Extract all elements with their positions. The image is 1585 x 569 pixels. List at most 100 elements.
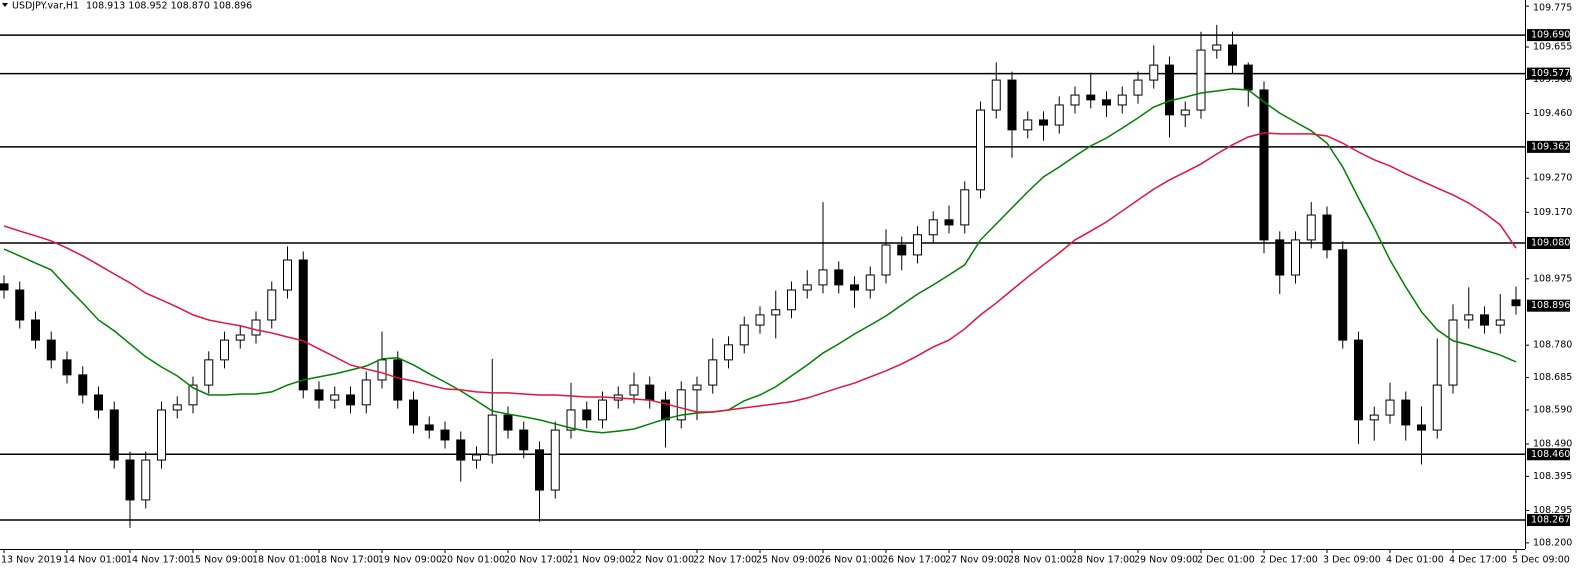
- x-tick-label: 28 Nov 01:00: [1008, 555, 1072, 566]
- last-price-box: [1527, 299, 1570, 312]
- candle-body: [125, 459, 135, 501]
- chart-title: USDJPY.var,H1: [12, 1, 79, 12]
- candle-body: [802, 284, 812, 291]
- y-tick-label: 108.295: [1533, 505, 1572, 516]
- x-tick-label: 27 Nov 09:00: [945, 555, 1009, 566]
- candle-body: [1495, 319, 1505, 326]
- candle-body: [440, 429, 450, 441]
- candle-body: [1306, 214, 1316, 241]
- x-tick-label: 3 Dec 09:00: [1323, 555, 1381, 566]
- candle-body: [62, 359, 72, 376]
- level-box: [1527, 29, 1570, 42]
- candle-body: [1180, 109, 1190, 116]
- moving-average: [3, 132, 1517, 413]
- y-tick-label: 109.655: [1533, 42, 1572, 53]
- level-label: 109.690: [1531, 30, 1570, 41]
- candle-body: [960, 189, 970, 226]
- y-tick-label: 108.975: [1533, 273, 1572, 284]
- level-label: 108.460: [1531, 449, 1570, 460]
- candle-body: [1385, 399, 1395, 416]
- candle-body: [1243, 64, 1253, 91]
- level-label: 109.080: [1531, 237, 1570, 248]
- candle-body: [330, 394, 340, 401]
- candle-body: [361, 379, 371, 406]
- candle-body: [771, 309, 781, 316]
- candle-body: [1417, 424, 1426, 431]
- candle-body: [850, 284, 859, 291]
- x-tick-label: 14 Nov 01:00: [63, 555, 127, 566]
- x-tick-label: 4 Dec 01:00: [1386, 555, 1444, 566]
- candle-body: [251, 319, 261, 336]
- candle-body: [377, 359, 387, 381]
- candle-body: [1196, 49, 1206, 111]
- candle-body: [267, 289, 277, 321]
- candle-body: [1322, 214, 1332, 251]
- x-tick-label: 20 Nov 17:00: [504, 555, 568, 566]
- candle-body: [834, 269, 844, 286]
- candle-body: [865, 274, 875, 291]
- x-tick-label: 26 Nov 17:00: [882, 555, 946, 566]
- candle-body: [235, 334, 245, 341]
- x-tick-label: 5 Dec 09:00: [1512, 555, 1570, 566]
- candle-body: [424, 424, 434, 431]
- candle-body: [1054, 104, 1064, 126]
- x-tick-label: 18 Nov 17:00: [315, 555, 379, 566]
- candle-body: [1275, 239, 1285, 276]
- candle-body: [1291, 239, 1300, 276]
- candle-body: [1039, 119, 1048, 126]
- candle-body: [188, 384, 198, 406]
- level-label: 109.362: [1531, 141, 1570, 152]
- candle-body: [550, 429, 560, 491]
- candle-body: [204, 359, 214, 386]
- level-box: [1527, 140, 1570, 153]
- candle-body: [1259, 89, 1269, 241]
- candle-body: [298, 259, 308, 391]
- candle-body: [913, 234, 922, 256]
- candle-body: [141, 459, 151, 501]
- y-tick-label: 108.490: [1533, 439, 1572, 450]
- candle-body: [1401, 399, 1411, 426]
- candle-body: [1212, 44, 1222, 51]
- candle-body: [409, 399, 418, 426]
- candle-body: [692, 384, 702, 391]
- candle-body: [1133, 79, 1143, 96]
- candle-body: [46, 339, 56, 361]
- level-box: [1527, 236, 1570, 249]
- y-tick-label: 109.460: [1533, 108, 1572, 119]
- candle-body: [31, 319, 40, 341]
- candle-body: [582, 409, 592, 421]
- x-tick-label: 20 Nov 01:00: [441, 555, 505, 566]
- candle-body: [314, 389, 324, 401]
- y-tick-label: 108.395: [1533, 471, 1572, 482]
- y-tick-label: 108.685: [1533, 372, 1572, 383]
- candle-body: [755, 314, 765, 326]
- x-tick-label: 2 Dec 17:00: [1260, 555, 1318, 566]
- candle-body: [1338, 249, 1348, 341]
- candle-body: [1480, 314, 1489, 326]
- candle-body: [676, 389, 686, 421]
- x-tick-label: 13 Nov 2019: [1, 555, 62, 566]
- level-label: 109.577: [1531, 68, 1570, 79]
- x-tick-label: 21 Nov 09:00: [567, 555, 631, 566]
- candle-body: [78, 374, 88, 396]
- candle-body: [1023, 119, 1033, 131]
- x-tick-label: 25 Nov 09:00: [756, 555, 820, 566]
- candle-body: [787, 289, 796, 311]
- last-price-label: 108.896: [1531, 300, 1570, 311]
- candle-body: [535, 449, 544, 491]
- candle-body: [220, 339, 229, 361]
- candle-body: [519, 429, 529, 451]
- level-box: [1527, 514, 1570, 527]
- candle-body: [456, 439, 466, 461]
- x-tick-label: 2 Dec 01:00: [1197, 555, 1255, 566]
- candle-body: [897, 244, 907, 256]
- candle-body: [109, 409, 119, 461]
- candle-body: [283, 259, 292, 291]
- x-tick-label: 29 Nov 09:00: [1134, 555, 1198, 566]
- candle-body: [629, 384, 639, 396]
- candle-body: [724, 344, 733, 361]
- candle-body: [1086, 94, 1096, 101]
- candle-body: [1007, 79, 1017, 131]
